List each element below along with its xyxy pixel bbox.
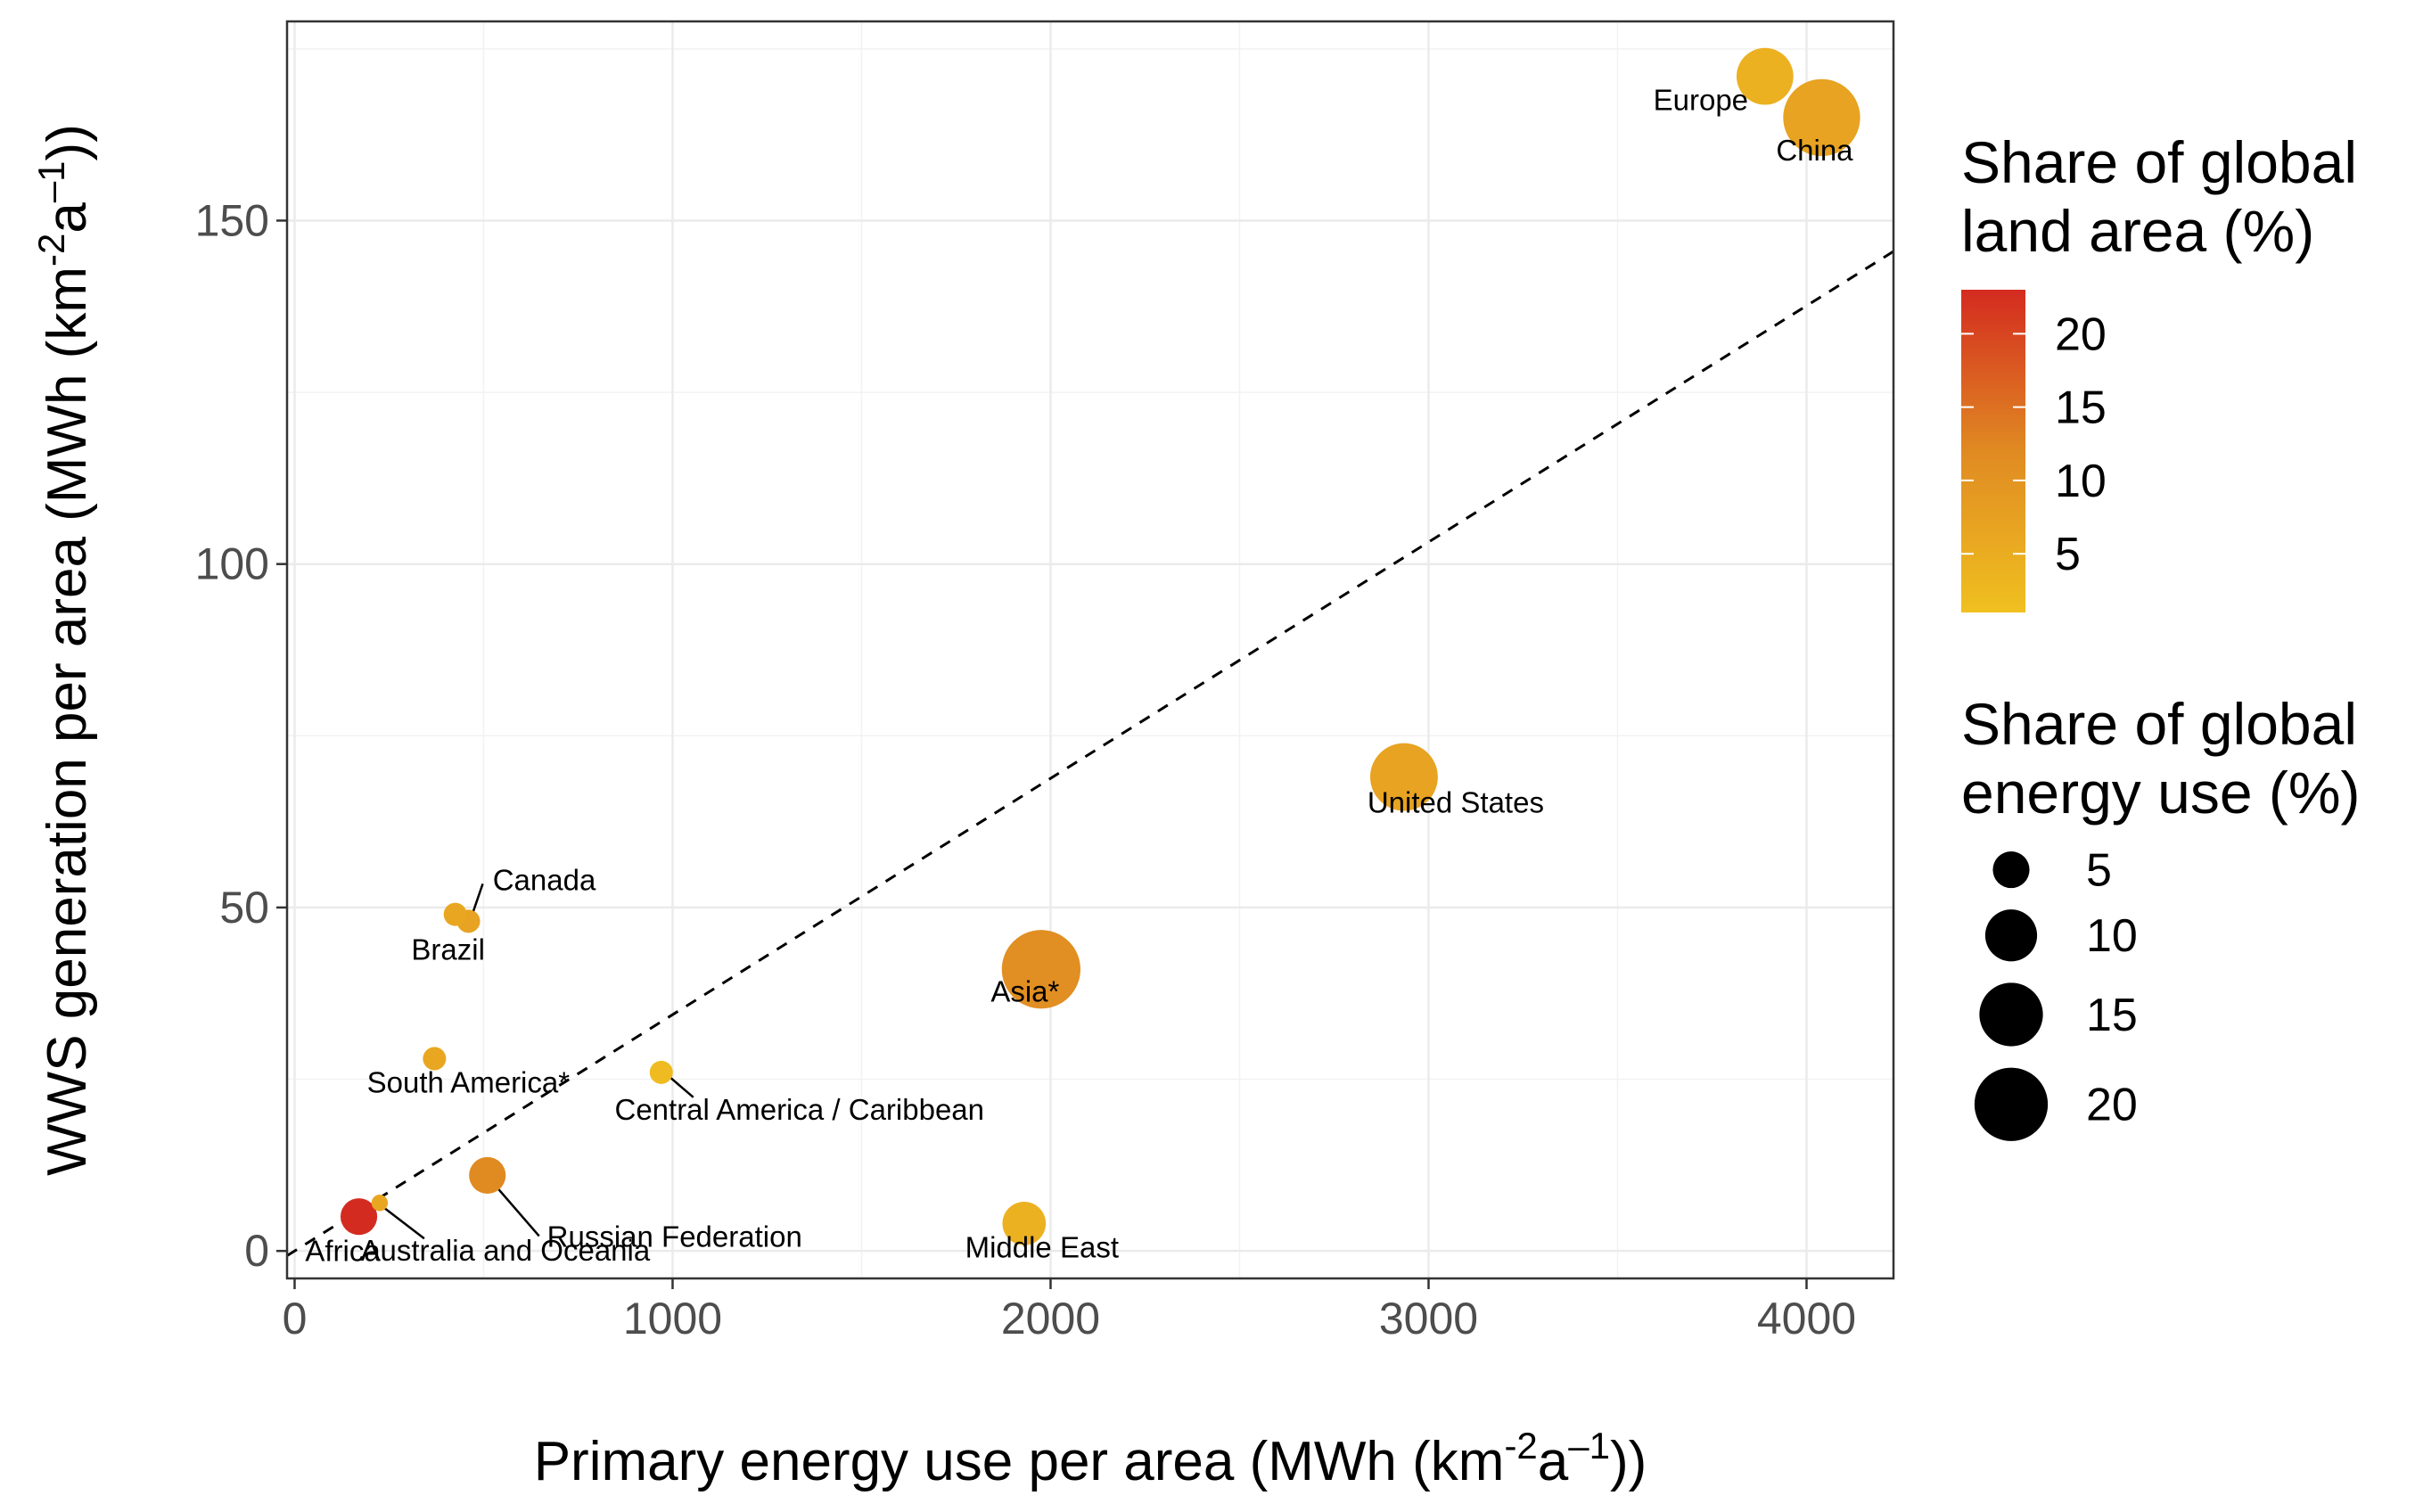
reference-line [287, 250, 1893, 1257]
size-legend-label: 10 [2086, 910, 2138, 962]
y-tick-label: 100 [195, 539, 269, 589]
label-china: China [1776, 134, 1853, 167]
label-brazil: Brazil [411, 933, 485, 966]
leader-central-america-caribbean [667, 1074, 694, 1098]
plot-panel [287, 21, 1893, 1278]
plot-border [285, 20, 1895, 1280]
x-tick-label: 2000 [1001, 1294, 1100, 1344]
size-legend-circle [1992, 851, 2030, 889]
point-australia-and-oceania [371, 1195, 389, 1212]
label-canada: Canada [493, 863, 596, 896]
data-points [340, 47, 1861, 1245]
label-australia-and-oceania: Australia and Oceania [361, 1234, 651, 1267]
y-tick-label: 150 [195, 195, 269, 245]
grid-minor [287, 21, 1893, 1278]
point-china [1783, 78, 1861, 157]
label-central-america-caribbean: Central America / Caribbean [614, 1093, 984, 1126]
point-africa [340, 1198, 378, 1236]
label-europe: Europe [1654, 84, 1748, 117]
leader-australia-and-oceania [382, 1205, 425, 1240]
point-central-america-caribbean [649, 1060, 673, 1084]
leader-lines [382, 883, 694, 1240]
x-axis-ticks: 0 1000 2000 3000 4000 [283, 1278, 1856, 1344]
color-legend-title-line2: land area (%) [1961, 198, 2314, 264]
size-legend-title-line1: Share of global [1961, 691, 2357, 757]
leader-canada [471, 883, 484, 916]
size-legend-label: 5 [2086, 845, 2112, 897]
color-legend-label: 5 [2055, 529, 2081, 580]
color-legend-label: 15 [2055, 382, 2107, 434]
color-legend-ticks: 20 15 10 5 [1961, 308, 2107, 580]
size-legend: Share of global energy use (%) 5 10 15 20 [1961, 691, 2361, 1141]
point-brazil [443, 902, 467, 926]
grid-major [287, 21, 1893, 1278]
y-tick-label: 0 [244, 1226, 269, 1276]
label-asia: Asia* [990, 974, 1059, 1007]
size-legend-title-line2: energy use (%) [1961, 760, 2361, 826]
label-united-states: United States [1368, 786, 1544, 819]
y-axis-ticks: 0 50 100 150 [195, 195, 287, 1276]
label-africa: Africa [305, 1235, 381, 1268]
size-legend-items: 5 10 15 20 [1974, 845, 2138, 1141]
point-russian-federation [469, 1156, 506, 1194]
size-legend-circle [1974, 1067, 2049, 1141]
color-legend-title-line1: Share of global [1961, 129, 2357, 195]
size-legend-circle [1984, 909, 2038, 962]
y-tick-label: 50 [219, 883, 269, 933]
y-axis-title: WWS generation per area (MWh (km-2a–1)) [30, 124, 98, 1176]
color-legend: Share of global land area (%) 20 15 10 5 [1961, 129, 2357, 612]
point-labels: Europe China United States Asia* Canada Brazi… [305, 84, 1853, 1268]
label-south-america: South America* [367, 1065, 571, 1098]
x-axis-title: Primary energy use per area (MWh (km-2a–… [534, 1425, 1647, 1492]
size-legend-circle [1979, 982, 2043, 1047]
color-legend-label: 10 [2055, 456, 2107, 507]
point-europe [1736, 47, 1794, 105]
size-legend-label: 15 [2086, 990, 2138, 1041]
leader-russian-federation [491, 1181, 540, 1237]
x-tick-label: 0 [283, 1294, 308, 1344]
x-tick-label: 3000 [1379, 1294, 1478, 1344]
label-russian-federation: Russian Federation [547, 1220, 802, 1253]
color-legend-label: 20 [2055, 308, 2107, 360]
x-tick-label: 4000 [1757, 1294, 1856, 1344]
reference-line-group [287, 250, 1893, 1257]
color-legend-bar [1961, 290, 2025, 612]
point-south-america [423, 1047, 447, 1071]
point-middle-east [1002, 1202, 1047, 1245]
point-united-states [1369, 743, 1438, 811]
label-middle-east: Middle East [965, 1230, 1119, 1263]
size-legend-label: 20 [2086, 1080, 2138, 1131]
point-asia [1001, 930, 1081, 1009]
x-tick-label: 1000 [623, 1294, 722, 1344]
